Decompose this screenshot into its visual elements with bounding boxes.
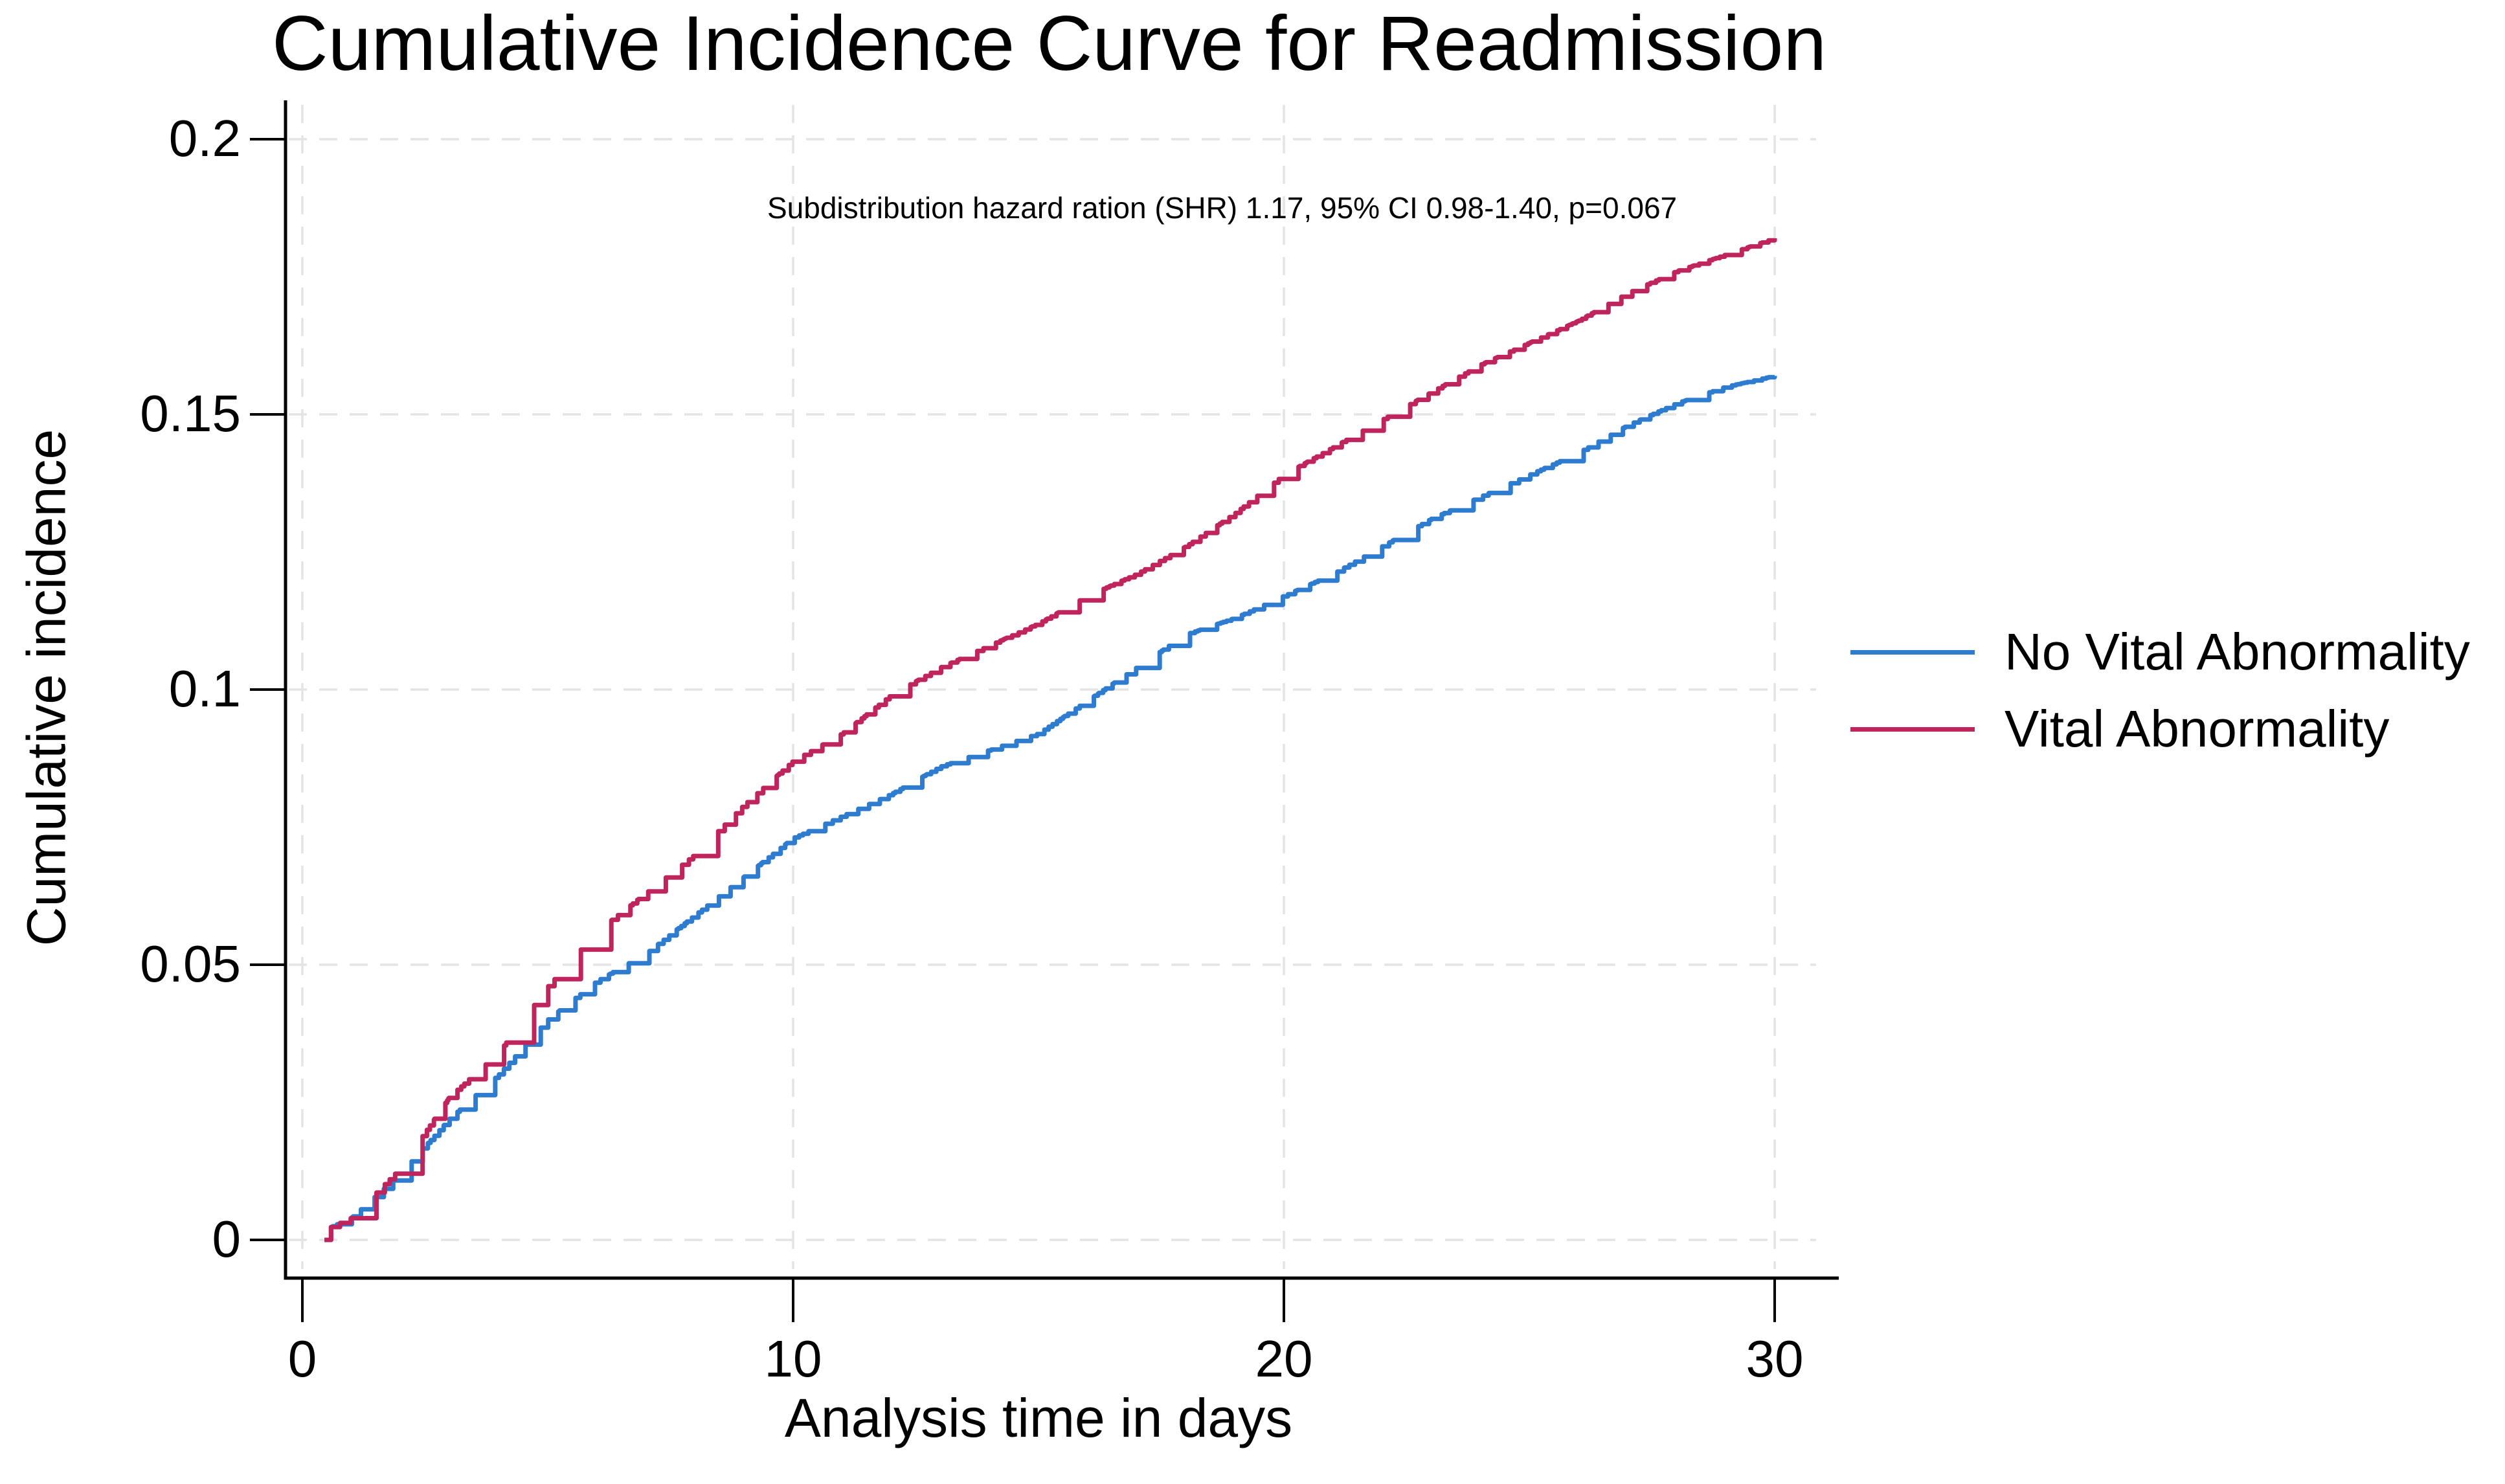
curves — [324, 238, 1777, 1242]
annotation-shr: Subdistribution hazard ration (SHR) 1.17… — [767, 191, 1678, 225]
x-axis-label: Analysis time in days — [784, 1388, 1293, 1448]
curve-vital-abnormality — [324, 238, 1777, 1242]
x-tick-label: 0 — [287, 1330, 317, 1388]
legend-item-no-vital-abnormality: No Vital Abnormality — [1850, 622, 2470, 682]
y-tick-label: 0.1 — [168, 660, 241, 717]
axis-tick-marks — [250, 138, 1776, 1322]
curve-no-vital-abnormality — [324, 375, 1777, 1242]
x-tick-label: 10 — [764, 1330, 822, 1388]
y-tick-label: 0.05 — [140, 935, 241, 993]
chart-title: Cumulative Incidence Curve for Readmissi… — [272, 0, 1827, 87]
legend-swatch-vital-abnormality — [1850, 726, 1975, 732]
y-tick-label: 0.2 — [168, 109, 241, 167]
x-tick-label: 20 — [1255, 1330, 1313, 1388]
y-tick-label: 0.15 — [140, 385, 241, 442]
legend-label: No Vital Abnormality — [2005, 623, 2470, 680]
x-tick-label: 30 — [1746, 1330, 1804, 1388]
legend-label: Vital Abnormality — [2005, 700, 2390, 758]
gridlines — [289, 105, 1816, 1269]
legend-swatch-no-vital-abnormality — [1850, 649, 1975, 655]
legend-item-vital-abnormality: Vital Abnormality — [1850, 699, 2389, 759]
y-tick-label: 0 — [212, 1210, 242, 1268]
